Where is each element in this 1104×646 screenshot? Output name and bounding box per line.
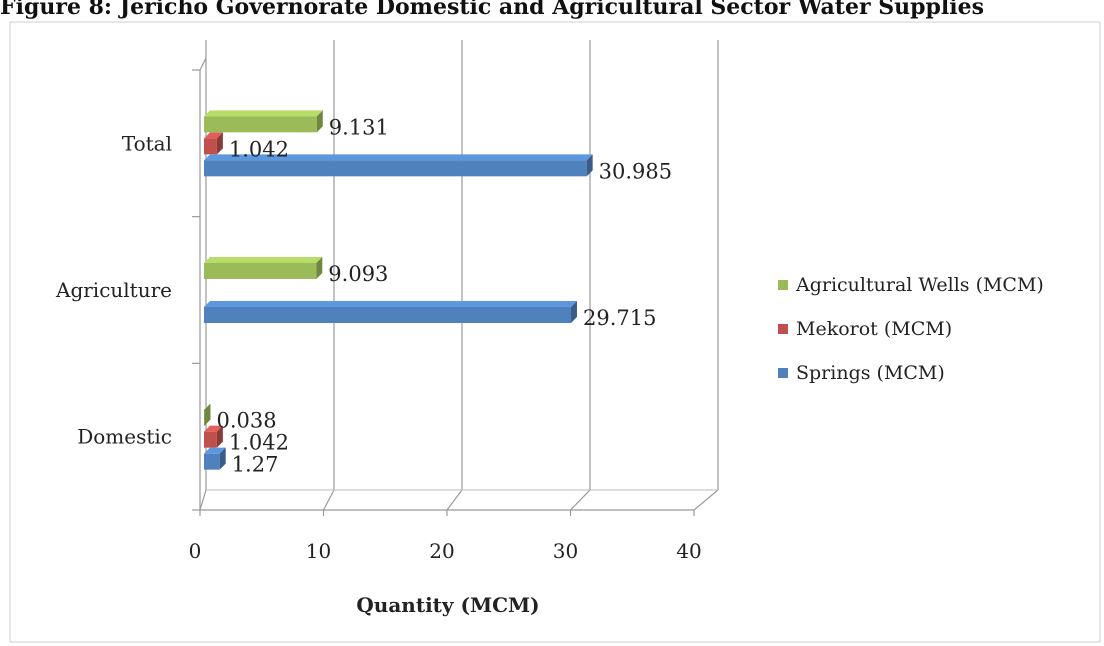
floor-line bbox=[446, 489, 463, 511]
bar-side bbox=[204, 403, 211, 426]
bar bbox=[204, 263, 317, 279]
legend-entry: Springs (MCM) bbox=[796, 362, 945, 384]
bar-top bbox=[204, 447, 226, 454]
bar-top bbox=[204, 257, 323, 263]
data-label: 0.038 bbox=[216, 409, 276, 433]
data-label: 9.131 bbox=[329, 115, 389, 139]
x-tick-label: 20 bbox=[429, 539, 454, 563]
bar bbox=[204, 138, 217, 155]
x-tick-label: 10 bbox=[306, 539, 331, 563]
bar bbox=[204, 431, 217, 448]
category-labels: Domestic Agriculture Total bbox=[55, 131, 172, 448]
x-tick-label: 0 bbox=[189, 539, 202, 563]
bar-top bbox=[204, 403, 211, 410]
legend-swatch bbox=[778, 324, 788, 334]
bar-top bbox=[204, 132, 223, 139]
bars bbox=[204, 110, 593, 470]
floor-line bbox=[570, 489, 591, 511]
data-label: 30.985 bbox=[599, 159, 672, 183]
data-label: 1.042 bbox=[229, 137, 289, 161]
data-labels: 1.271.0420.03829.7159.09330.9851.0429.13… bbox=[216, 115, 672, 476]
bar-top bbox=[204, 301, 577, 307]
data-label: 29.715 bbox=[583, 306, 656, 330]
bar bbox=[204, 307, 571, 323]
legend-entry: Agricultural Wells (MCM) bbox=[795, 274, 1044, 296]
bar bbox=[204, 116, 317, 133]
chart-title: Figure 8: Jericho Governorate Domestic a… bbox=[0, 0, 984, 20]
chart-frame bbox=[9, 21, 1101, 643]
legend-swatch bbox=[778, 368, 788, 378]
bar-side bbox=[586, 154, 593, 177]
x-axis-title: Quantity (MCM) bbox=[356, 593, 539, 617]
bar bbox=[204, 160, 587, 177]
grid-lines bbox=[192, 40, 719, 516]
data-label: 1.042 bbox=[229, 431, 289, 455]
bar-side bbox=[316, 110, 323, 133]
bar-side bbox=[216, 132, 223, 155]
bar-side bbox=[219, 447, 226, 470]
bar bbox=[204, 453, 220, 470]
category-label: Total bbox=[122, 131, 172, 155]
category-label: Agriculture bbox=[55, 278, 172, 302]
wall-edge bbox=[199, 57, 207, 71]
legend-entry: Mekorot (MCM) bbox=[796, 318, 952, 340]
tick-labels: 0 10 20 30 40 bbox=[189, 539, 702, 563]
bar-side bbox=[316, 257, 323, 279]
legend-swatch bbox=[778, 280, 788, 290]
category-label: Domestic bbox=[77, 425, 172, 449]
bar-side bbox=[216, 425, 223, 448]
bar-top bbox=[204, 425, 223, 432]
data-label: 9.093 bbox=[328, 262, 388, 286]
bar-top bbox=[204, 154, 593, 161]
x-tick-label: 30 bbox=[553, 539, 578, 563]
floor-line bbox=[322, 489, 335, 511]
floor-line bbox=[199, 489, 207, 511]
legend: Agricultural Wells (MCM) Mekorot (MCM) Spr… bbox=[778, 274, 1044, 384]
data-label: 1.27 bbox=[232, 453, 279, 477]
bar-side bbox=[570, 301, 577, 323]
x-tick-label: 40 bbox=[676, 539, 701, 563]
bar-top bbox=[204, 110, 323, 117]
floor-line bbox=[693, 489, 719, 511]
